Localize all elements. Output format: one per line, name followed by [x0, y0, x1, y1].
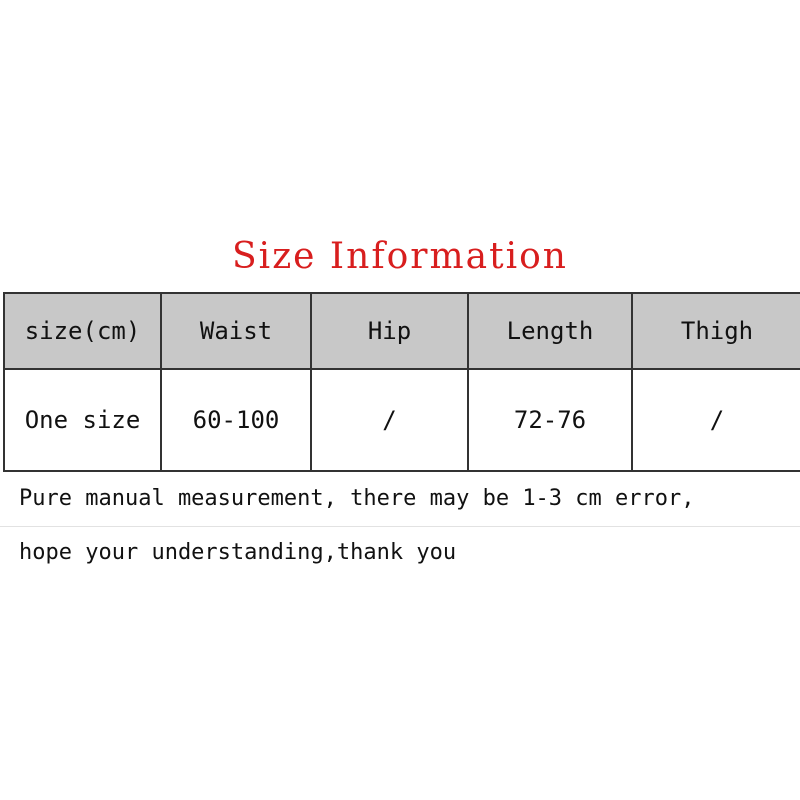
page-title: Size Information: [232, 236, 568, 277]
table-cell: One size: [3, 368, 162, 472]
table-cell: /: [631, 368, 800, 472]
header-cell: Hip: [310, 292, 469, 370]
table-header-row: size(cm) Waist Hip Length Thigh: [3, 292, 800, 370]
table-cell: 72-76: [467, 368, 633, 472]
divider: [0, 526, 800, 527]
table-row: One size 60-100 / 72-76 /: [3, 368, 800, 472]
header-cell: Waist: [160, 292, 312, 370]
header-cell: size(cm): [3, 292, 162, 370]
measurement-note: Pure manual measurement, there may be 1-…: [19, 486, 695, 511]
table-cell: /: [310, 368, 469, 472]
thanks-note: hope your understanding,thank you: [19, 540, 457, 565]
table-cell: 60-100: [160, 368, 312, 472]
header-cell: Length: [467, 292, 633, 370]
size-table: size(cm) Waist Hip Length Thigh One size…: [3, 292, 800, 472]
header-cell: Thigh: [631, 292, 800, 370]
